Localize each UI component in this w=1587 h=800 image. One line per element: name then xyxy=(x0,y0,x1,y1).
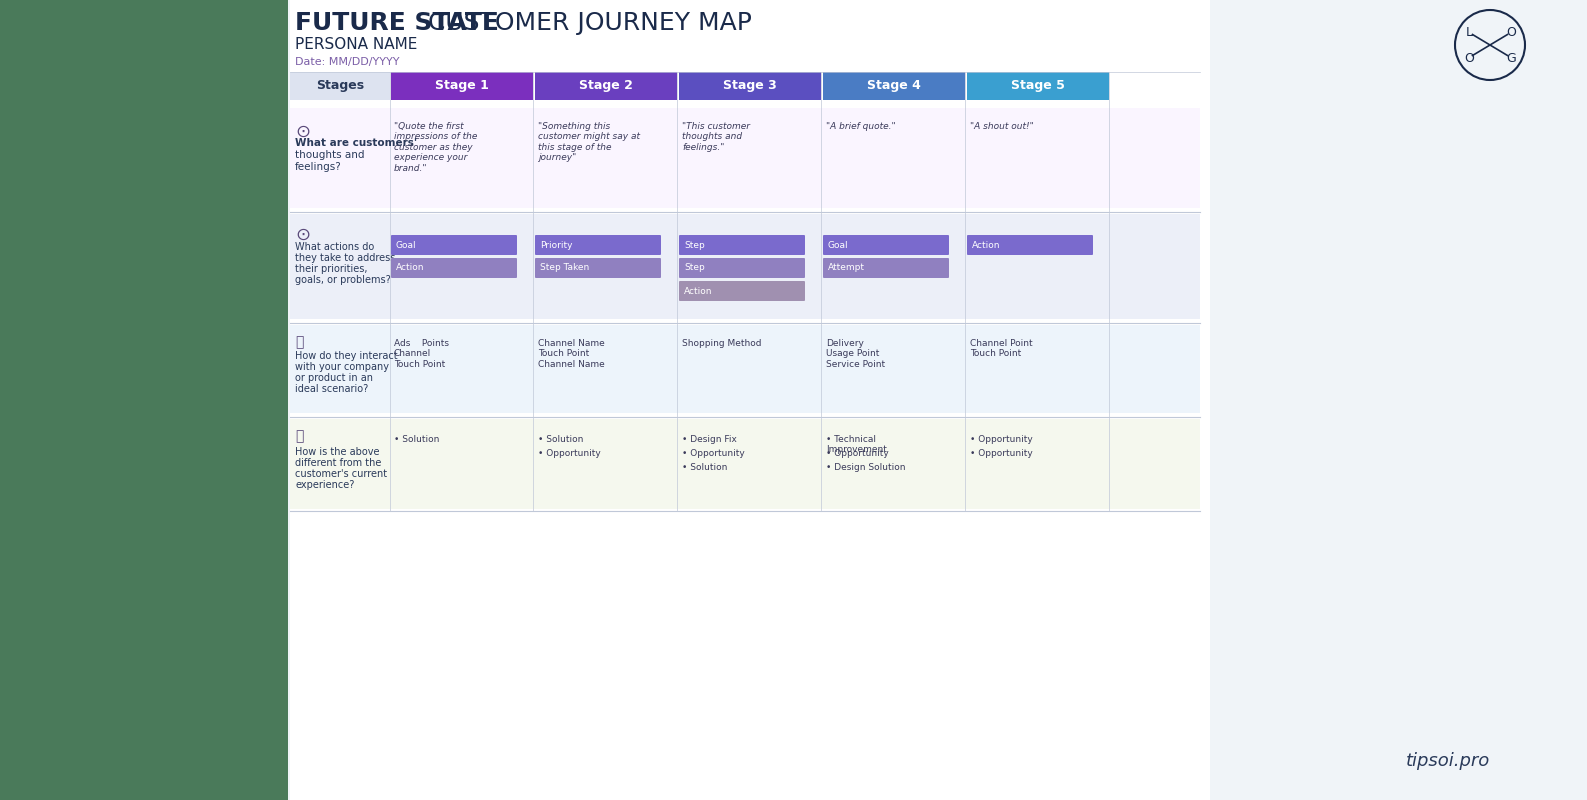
Text: Goal: Goal xyxy=(397,241,417,250)
Text: Step: Step xyxy=(684,263,705,273)
Text: Priority: Priority xyxy=(540,241,573,250)
Text: Stage 2: Stage 2 xyxy=(579,79,633,93)
Text: thoughts and: thoughts and xyxy=(295,150,365,160)
FancyBboxPatch shape xyxy=(679,281,805,301)
Text: "Quote the first
impressions of the
customer as they
experience your
brand.": "Quote the first impressions of the cust… xyxy=(394,122,478,173)
Text: Date: MM/DD/YYYY: Date: MM/DD/YYYY xyxy=(295,57,400,67)
Text: tipsoi.pro: tipsoi.pro xyxy=(1406,752,1490,770)
Text: Action: Action xyxy=(971,241,1000,250)
Text: How do they interact: How do they interact xyxy=(295,351,398,361)
Text: "A shout out!": "A shout out!" xyxy=(970,122,1033,131)
Text: customer's current: customer's current xyxy=(295,469,387,479)
Text: Action: Action xyxy=(684,286,713,295)
Text: PERSONA NAME: PERSONA NAME xyxy=(295,37,417,52)
Text: Ads    Points
Channel
Touch Point: Ads Points Channel Touch Point xyxy=(394,339,449,369)
Text: experience?: experience? xyxy=(295,480,354,490)
Text: Goal: Goal xyxy=(828,241,849,250)
FancyBboxPatch shape xyxy=(824,72,965,100)
FancyBboxPatch shape xyxy=(290,0,1209,800)
Text: • Design Solution: • Design Solution xyxy=(825,463,906,472)
Text: Stage 5: Stage 5 xyxy=(1011,79,1065,93)
Text: ideal scenario?: ideal scenario? xyxy=(295,384,368,394)
FancyBboxPatch shape xyxy=(290,419,1200,509)
Text: they take to address: they take to address xyxy=(295,253,395,263)
Text: 👍: 👍 xyxy=(295,335,303,349)
Text: • Opportunity: • Opportunity xyxy=(825,449,889,458)
FancyBboxPatch shape xyxy=(390,72,533,100)
FancyBboxPatch shape xyxy=(966,72,1109,100)
Text: Stage 3: Stage 3 xyxy=(724,79,778,93)
Text: Delivery
Usage Point
Service Point: Delivery Usage Point Service Point xyxy=(825,339,886,369)
Text: CUSTOMER JOURNEY MAP: CUSTOMER JOURNEY MAP xyxy=(421,11,752,35)
Text: feelings?: feelings? xyxy=(295,162,341,172)
Text: L: L xyxy=(1465,26,1473,39)
Text: O: O xyxy=(1465,53,1474,66)
Text: with your company: with your company xyxy=(295,362,389,372)
Text: different from the: different from the xyxy=(295,458,381,468)
Text: Stage 1: Stage 1 xyxy=(435,79,489,93)
Text: Step: Step xyxy=(684,241,705,250)
Text: • Solution: • Solution xyxy=(538,435,584,444)
Text: ⊙: ⊙ xyxy=(295,123,309,141)
Text: Channel Point
Touch Point: Channel Point Touch Point xyxy=(970,339,1033,358)
Text: • Design Fix: • Design Fix xyxy=(682,435,736,444)
Text: Attempt: Attempt xyxy=(828,263,865,273)
Text: Step Taken: Step Taken xyxy=(540,263,589,273)
Text: "A brief quote.": "A brief quote." xyxy=(825,122,895,131)
FancyBboxPatch shape xyxy=(679,235,805,255)
Text: • Opportunity: • Opportunity xyxy=(970,449,1033,458)
Text: or product in an: or product in an xyxy=(295,373,373,383)
FancyBboxPatch shape xyxy=(390,235,517,255)
Text: G: G xyxy=(1506,53,1516,66)
FancyBboxPatch shape xyxy=(535,258,662,278)
Text: Stage 4: Stage 4 xyxy=(867,79,920,93)
Text: Action: Action xyxy=(397,263,424,273)
Text: Channel Name
Touch Point
Channel Name: Channel Name Touch Point Channel Name xyxy=(538,339,605,369)
Text: • Opportunity: • Opportunity xyxy=(970,435,1033,444)
Text: • Technical
Improvement: • Technical Improvement xyxy=(825,435,887,454)
Text: What are customers': What are customers' xyxy=(295,138,417,148)
FancyBboxPatch shape xyxy=(290,214,1200,319)
FancyBboxPatch shape xyxy=(290,72,390,100)
Text: their priorities,: their priorities, xyxy=(295,264,368,274)
FancyBboxPatch shape xyxy=(390,258,517,278)
FancyBboxPatch shape xyxy=(824,258,949,278)
Text: • Solution: • Solution xyxy=(682,463,727,472)
FancyBboxPatch shape xyxy=(0,0,287,800)
Text: Stages: Stages xyxy=(316,79,363,93)
Text: How is the above: How is the above xyxy=(295,447,379,457)
FancyBboxPatch shape xyxy=(290,108,1200,208)
FancyBboxPatch shape xyxy=(824,235,949,255)
Text: ⊙: ⊙ xyxy=(295,226,309,244)
Text: Shopping Method: Shopping Method xyxy=(682,339,762,358)
Text: O: O xyxy=(1506,26,1516,39)
FancyBboxPatch shape xyxy=(679,72,820,100)
FancyBboxPatch shape xyxy=(535,72,678,100)
Text: "Something this
customer might say at
this stage of the
journey": "Something this customer might say at th… xyxy=(538,122,640,162)
FancyBboxPatch shape xyxy=(966,235,1093,255)
Text: What actions do: What actions do xyxy=(295,242,375,252)
Text: FUTURE STATE: FUTURE STATE xyxy=(295,11,498,35)
Text: "This customer
thoughts and
feelings.": "This customer thoughts and feelings." xyxy=(682,122,751,152)
Text: • Opportunity: • Opportunity xyxy=(538,449,601,458)
Text: 💡: 💡 xyxy=(295,429,303,443)
FancyBboxPatch shape xyxy=(679,258,805,278)
FancyBboxPatch shape xyxy=(290,325,1200,413)
Text: • Opportunity: • Opportunity xyxy=(682,449,744,458)
Text: • Solution: • Solution xyxy=(394,435,440,444)
Text: goals, or problems?: goals, or problems? xyxy=(295,275,390,285)
FancyBboxPatch shape xyxy=(290,10,1109,70)
FancyBboxPatch shape xyxy=(535,235,662,255)
